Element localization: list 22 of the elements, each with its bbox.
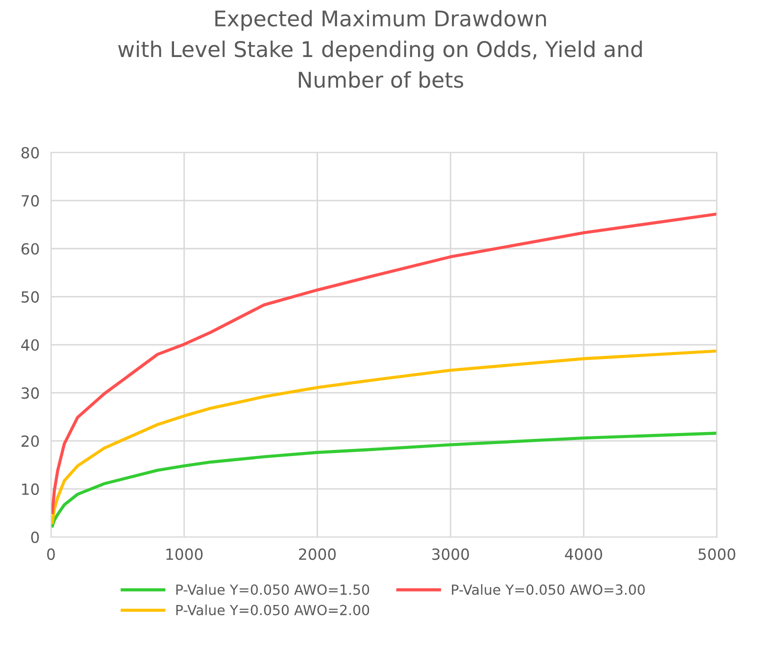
y-tick-label: 40 [21,339,39,351]
x-tick-label: 4000 [564,548,602,560]
y-tick-label: 20 [22,435,39,447]
y-tick-label: 60 [22,243,39,255]
x-tick-label: 1000 [166,548,203,560]
y-tick-label: 70 [22,195,39,207]
line-series [50,212,717,514]
line-series [50,349,717,524]
chart-title: Expected Maximum Drawdown with Level Stake 1 depending on Odds, Yield and Number of bets [118,10,642,88]
y-tick-label: 80 [21,146,39,159]
legend-label: P-Value Y=0.050 AWO=2.00 [176,604,370,616]
line-series [50,432,717,528]
y-tick-label: 50 [22,291,39,303]
x-tick-label: 3000 [432,548,469,560]
y-tick-label: 30 [22,387,39,399]
x-tick-label: 5000 [698,548,736,560]
legend-label: P-Value Y=0.050 AWO=3.00 [452,584,645,595]
x-tick-label: 2000 [299,548,336,560]
x-tick-label: 0 [47,548,55,560]
y-tick-label: 10 [22,483,39,495]
legend-label: P-Value Y=0.050 AWO=1.50 [176,584,370,595]
y-tick-label: 0 [31,531,39,544]
